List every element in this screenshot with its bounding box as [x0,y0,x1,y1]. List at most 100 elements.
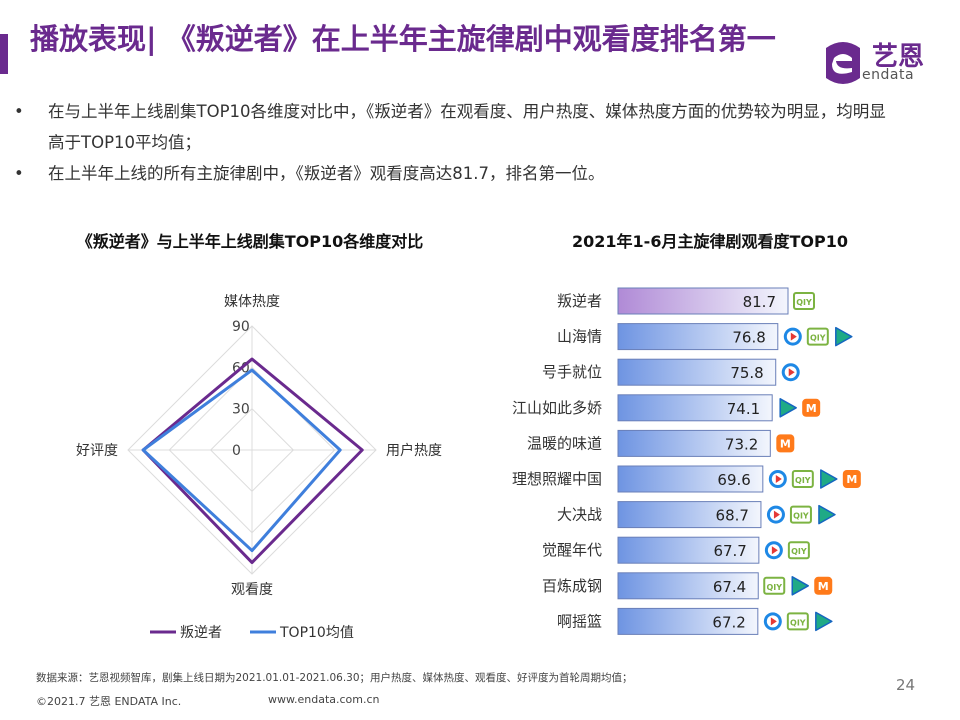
iqiyi-icon-text: QIY [791,547,807,556]
bar-category-label: 啊摇篮 [557,612,602,630]
youku-icon-play [791,576,809,596]
bar-value-label: 76.8 [732,329,765,347]
iqiyi-icon: QIY [806,327,829,346]
youku-icon-play [820,469,838,489]
bar-chart-title: 2021年1-6月主旋律剧观看度TOP10 [572,232,848,251]
bar-value-label: 67.7 [713,542,746,560]
tencent-icon-play [771,546,778,555]
mgtv-icon-bg [802,398,821,417]
iqiyi-icon-frame [789,505,812,524]
bar [617,572,759,600]
iqiyi-icon: QIY [789,505,812,524]
tencent-icon [764,541,783,560]
iqiyi-icon-frame [791,470,814,488]
mgtv-icon-text: M [780,437,791,450]
mgtv-icon-bg [776,434,795,453]
endata-logo-icon [826,42,860,84]
bar [617,536,760,564]
copyright: ©2021.7 艺恩 ENDATA Inc. [36,695,182,708]
tencent-icon-play [788,368,795,377]
bar [617,394,773,422]
mgtv-icon: M [802,398,821,417]
bar [617,287,789,315]
bar-category-label: 百炼成钢 [542,577,602,595]
mgtv-icon: M [776,434,795,453]
mgtv-icon-text: M [818,580,829,593]
radar-series-main [141,357,364,565]
youku-icon [779,398,797,418]
logo-text-en: endata [862,67,915,83]
bar-value-label: 67.4 [713,578,746,596]
bullet-dot: • [14,102,24,121]
iqiyi-icon-frame [763,576,786,595]
youku-icon-play [815,611,833,632]
endata-logo: 艺恩 endata [818,34,938,90]
tencent-icon-play [770,617,777,626]
bar-category-label: 理想照耀中国 [512,470,602,488]
bar-category-label: 温暖的味道 [527,434,602,452]
radar-series-avg [141,368,342,553]
radar-chart-title: 《叛逆者》与上半年上线剧集TOP10各维度对比 [76,232,424,251]
bar-value-label: 74.1 [727,400,760,418]
bar [617,429,771,457]
bullet-dot: • [14,164,24,183]
radar-axis-label: 好评度 [76,443,118,459]
tencent-icon [783,327,802,346]
website-url: www.endata.com.cn [268,693,380,706]
youku-icon-play [779,398,797,418]
tencent-icon [768,470,787,488]
page-number: 24 [896,676,916,694]
legend-label: TOP10均值 [279,625,354,641]
bar-value-label: 67.2 [712,613,745,631]
bullet-item: • 在上半年上线的所有主旋律剧中，《叛逆者》观看度高达81.7，排名第一位。 [14,158,894,189]
tencent-icon [781,363,800,382]
iqiyi-icon: QIY [787,541,810,560]
bar-category-label: 觉醒年代 [542,541,602,559]
youku-icon [820,469,838,489]
youku-icon [815,611,833,632]
bar-value-label: 75.8 [730,364,763,382]
youku-icon-play [818,504,836,525]
iqiyi-icon: QIY [791,470,814,488]
title-accent-bar [0,34,8,74]
bar-category-label: 号手就位 [542,363,602,381]
iqiyi-icon-frame [786,612,809,631]
source-note: 数据来源：艺恩视频智库，剧集上线日期为2021.01.01-2021.06.30… [36,672,633,684]
bullet-text: 在上半年上线的所有主旋律剧中，《叛逆者》观看度高达81.7，排名第一位。 [48,164,605,183]
bar-category-label: 江山如此多娇 [512,399,602,417]
bar [617,501,762,529]
bullet-list: • 在与上半年上线剧集TOP10各维度对比中，《叛逆者》在观看度、用户热度、媒体… [14,96,894,189]
mgtv-icon: M [814,576,833,595]
logo-text-cn: 艺恩 [872,42,925,72]
iqiyi-icon: QIY [786,612,809,631]
youku-icon [835,326,853,347]
radar-axis-label: 媒体热度 [224,294,280,310]
mgtv-icon-bg [842,470,861,488]
iqiyi-icon-text: QIY [793,512,809,521]
iqiyi-icon-text: QIY [790,618,806,627]
iqiyi-icon-text: QIY [810,334,826,343]
iqiyi-icon-frame [787,541,810,560]
tencent-icon-play [790,332,797,341]
tencent-icon-play [773,510,780,519]
iqiyi-icon: QIY [763,576,786,595]
radar-tick-label: 0 [232,443,241,459]
bar [617,607,759,635]
youku-icon [791,576,809,596]
radar-axis-label: 观看度 [231,582,273,598]
iqiyi-icon-text: QIY [766,583,782,592]
radar-axis-label: 用户热度 [386,442,442,459]
page-title: 播放表现| 《叛逆者》在上半年主旋律剧中观看度排名第一 [30,22,776,56]
bullet-text: 在与上半年上线剧集TOP10各维度对比中，《叛逆者》在观看度、用户热度、媒体热度… [48,102,886,152]
mgtv-icon: M [842,470,861,488]
mgtv-icon-text: M [846,473,857,486]
iqiyi-icon-text: QIY [796,298,812,307]
tencent-icon-play [775,475,782,483]
bar-category-label: 叛逆者 [557,292,602,310]
radar-tick-label: 90 [232,319,250,335]
bullet-item: • 在与上半年上线剧集TOP10各维度对比中，《叛逆者》在观看度、用户热度、媒体… [14,96,894,158]
bar-value-label: 68.7 [716,507,749,525]
bar-category-label: 大决战 [557,506,602,524]
iqiyi-icon: QIY [793,292,815,310]
